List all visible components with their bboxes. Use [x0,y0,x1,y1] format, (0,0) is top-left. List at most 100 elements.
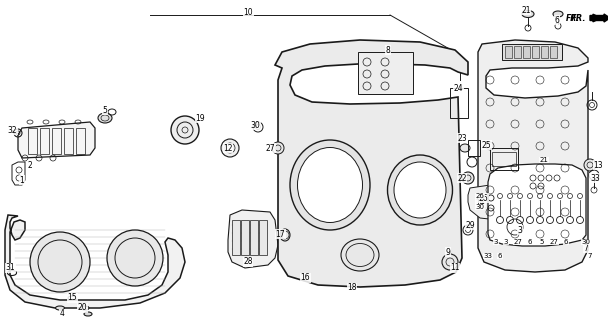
Ellipse shape [553,11,563,17]
Circle shape [462,172,474,184]
Bar [532,46,539,58]
Text: 6: 6 [554,15,559,25]
Text: 1: 1 [19,175,24,185]
Bar [28,128,37,154]
Ellipse shape [387,155,452,225]
Polygon shape [5,215,185,308]
Ellipse shape [297,148,362,222]
Text: 30: 30 [250,121,260,130]
Text: 17: 17 [275,229,285,238]
Text: 16: 16 [300,274,310,283]
Ellipse shape [522,11,534,18]
Text: 22: 22 [457,173,467,182]
Bar [502,44,562,60]
Text: 27: 27 [550,239,558,245]
Text: 33: 33 [483,253,492,259]
Ellipse shape [55,306,64,310]
Bar [241,220,249,255]
Text: 15: 15 [67,293,77,302]
Circle shape [584,159,596,171]
Bar [505,46,512,58]
Bar [450,88,468,118]
Ellipse shape [81,306,89,310]
Bar [358,52,413,94]
Bar [232,220,240,255]
Text: 18: 18 [347,284,357,292]
Text: 26: 26 [475,193,485,199]
Circle shape [30,232,90,292]
Bar [514,46,521,58]
Text: 4: 4 [60,309,64,318]
Polygon shape [478,40,588,272]
Text: 21: 21 [521,5,531,14]
Ellipse shape [460,144,470,152]
Bar [490,148,518,170]
Text: 30: 30 [475,204,485,210]
Text: 24: 24 [453,84,463,92]
Text: 26: 26 [478,194,488,203]
Polygon shape [228,210,278,268]
Text: 19: 19 [195,114,205,123]
Circle shape [171,116,199,144]
Text: 6: 6 [498,253,502,259]
Text: 14: 14 [475,197,485,206]
Bar [523,46,530,58]
Text: 13: 13 [593,161,603,170]
Polygon shape [488,164,586,246]
Text: FR.: FR. [570,13,586,22]
Text: 11: 11 [451,263,460,273]
Text: 29: 29 [465,220,475,229]
Text: 25: 25 [481,140,491,149]
Text: 7: 7 [588,253,592,259]
Text: 27: 27 [265,143,275,153]
Text: 12: 12 [223,143,233,153]
Polygon shape [490,208,538,245]
Text: 3: 3 [504,239,508,245]
Text: 7: 7 [584,244,589,252]
Text: 32: 32 [7,125,17,134]
Text: 8: 8 [385,45,390,54]
Text: 3: 3 [517,226,522,235]
Bar [259,220,267,255]
Bar [550,46,557,58]
Circle shape [272,142,284,154]
Text: 9: 9 [446,247,451,257]
Text: 3: 3 [494,239,498,245]
Circle shape [107,230,163,286]
Text: 2: 2 [27,161,32,170]
Polygon shape [275,40,468,287]
Ellipse shape [280,229,290,241]
Circle shape [221,139,239,157]
Text: 31: 31 [5,263,15,273]
Polygon shape [18,122,95,158]
Ellipse shape [394,162,446,218]
Text: 21: 21 [539,157,548,163]
Bar [492,152,516,166]
Bar [76,128,85,154]
Ellipse shape [98,113,112,123]
Ellipse shape [341,239,379,271]
Text: 23: 23 [457,133,467,142]
Bar [40,128,49,154]
Bar [541,46,548,58]
Bar [64,128,73,154]
FancyArrow shape [590,14,608,22]
Text: 27: 27 [514,239,522,245]
Text: 20: 20 [77,303,87,313]
Polygon shape [468,185,515,220]
Circle shape [442,254,458,270]
Ellipse shape [84,312,92,316]
Text: 5: 5 [103,106,108,115]
Bar [52,128,61,154]
Text: 28: 28 [243,258,253,267]
Bar [250,220,258,255]
Text: 10: 10 [243,7,253,17]
Text: FR.: FR. [566,13,580,22]
Ellipse shape [290,140,370,230]
Text: 6: 6 [564,239,568,245]
Text: 5: 5 [540,239,544,245]
Text: 6: 6 [528,239,532,245]
Text: 30: 30 [581,239,590,245]
Text: 33: 33 [590,173,600,182]
Bar [468,140,480,156]
